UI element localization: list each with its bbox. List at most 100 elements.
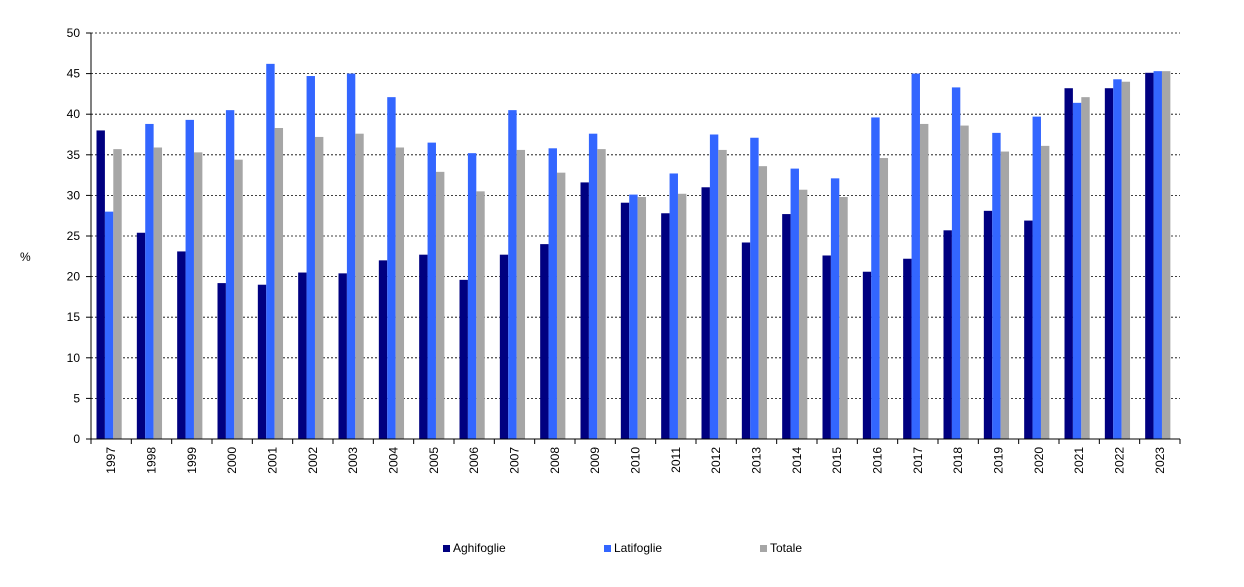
y-tick-label: 10	[67, 351, 81, 365]
bar-latifoglie-2009	[588, 133, 598, 440]
bar-latifoglie-2007	[508, 110, 517, 439]
bar-latifoglie-2014	[790, 168, 799, 439]
x-tick-label: 2017	[911, 447, 925, 474]
x-tick-label: 1998	[145, 447, 159, 474]
bar-latifoglie-2002	[306, 76, 315, 439]
bar-totale-2005	[435, 171, 445, 440]
bar-aghifoglie-1998	[136, 232, 146, 439]
bar-totale-1997	[113, 149, 122, 439]
bar-latifoglie-2012	[709, 134, 719, 439]
bar-totale-2018	[960, 125, 969, 440]
legend-label-aghifoglie: Aghifoglie	[453, 541, 506, 555]
legend-item-latifoglie: Latifoglie	[604, 541, 662, 555]
bar-aghifoglie-2014	[782, 214, 791, 439]
legend-label-latifoglie: Latifoglie	[614, 541, 663, 555]
x-tick-label: 2003	[346, 447, 360, 474]
x-tick-label: 2013	[750, 447, 764, 474]
bar-aghifoglie-2008	[540, 244, 549, 439]
x-tick-label: 2010	[629, 447, 643, 474]
x-tick-label: 1997	[104, 447, 118, 474]
legend-swatch-totale	[760, 544, 767, 552]
bar-totale-2022	[1121, 81, 1131, 439]
bar-totale-2001	[274, 128, 284, 439]
bar-latifoglie-1999	[185, 119, 194, 439]
bar-latifoglie-2000	[225, 110, 235, 439]
x-tick-label: 2015	[830, 447, 844, 474]
bar-latifoglie-2023	[1153, 71, 1162, 439]
bar-aghifoglie-2004	[378, 260, 388, 439]
bar-totale-2016	[879, 158, 889, 439]
y-tick-label: 0	[73, 432, 80, 446]
y-tick-label: 15	[67, 310, 81, 324]
bar-aghifoglie-2023	[1145, 72, 1154, 440]
bar-latifoglie-2011	[669, 173, 678, 439]
x-tick-label: 2002	[306, 447, 320, 474]
y-tick-labels: 0 5 10 15 20 25 30 35 40 45 50	[67, 26, 91, 446]
bar-aghifoglie-2020	[1024, 220, 1033, 439]
x-tick-labels: 1997 1998 1999 2000 2001 2002 2003 2004 2005 2006…	[90, 439, 1181, 474]
bar-latifoglie-2008	[548, 148, 557, 439]
y-axis-label: %	[20, 250, 31, 264]
bar-aghifoglie-2011	[661, 213, 670, 439]
x-tick-label: 2007	[508, 447, 522, 474]
legend-item-aghifoglie: Aghifoglie	[443, 541, 506, 555]
bar-aghifoglie-2002	[298, 272, 307, 439]
bar-totale-1998	[153, 147, 163, 439]
bar-latifoglie-2020	[1032, 116, 1041, 440]
bar-latifoglie-2001	[266, 63, 275, 440]
bar-aghifoglie-1999	[177, 251, 186, 439]
x-tick-label: 2001	[266, 447, 280, 474]
x-tick-label: 2019	[992, 447, 1006, 474]
bar-latifoglie-2018	[951, 87, 961, 440]
bar-totale-2012	[718, 149, 727, 440]
bar-totale-2011	[677, 193, 687, 439]
bar-totale-2014	[798, 189, 808, 439]
y-tick-label: 30	[67, 188, 81, 202]
y-tick-label: 25	[67, 229, 81, 243]
bar-totale-2017	[919, 123, 929, 439]
bar-aghifoglie-2006	[459, 279, 468, 439]
bar-totale-2013	[758, 166, 768, 439]
bar-aghifoglie-2021	[1064, 88, 1073, 439]
bar-latifoglie-2016	[871, 117, 880, 439]
bar-latifoglie-2003	[346, 73, 356, 439]
bar-totale-2003	[355, 133, 364, 440]
bar-aghifoglie-2007	[499, 254, 509, 439]
bar-totale-2010	[637, 197, 647, 439]
bar-totale-2008	[556, 172, 566, 439]
x-tick-label: 2014	[790, 447, 804, 474]
bar-aghifoglie-2017	[903, 258, 912, 439]
legend: Aghifoglie Latifoglie Totale	[0, 541, 1244, 557]
x-tick-label: 2022	[1113, 447, 1127, 474]
bar-latifoglie-2019	[992, 132, 1001, 439]
bar-totale-2015	[839, 197, 848, 439]
bar-aghifoglie-2005	[419, 254, 428, 439]
x-tick-label: 2004	[387, 447, 401, 474]
bar-latifoglie-1997	[104, 211, 114, 439]
bar-totale-2019	[1000, 151, 1010, 439]
y-tick-label: 35	[67, 148, 81, 162]
bar-aghifoglie-2015	[822, 255, 831, 439]
x-tick-label: 2009	[588, 447, 602, 474]
bar-aghifoglie-2013	[741, 242, 751, 439]
bar-latifoglie-2021	[1072, 102, 1082, 439]
bar-aghifoglie-2009	[580, 182, 589, 439]
bar-latifoglie-2006	[467, 153, 477, 439]
x-tick-label: 2006	[467, 447, 481, 474]
bar-totale-2021	[1081, 97, 1090, 439]
legend-swatch-latifoglie	[604, 544, 611, 552]
bar-aghifoglie-2019	[983, 210, 993, 439]
bar-totale-2020	[1040, 145, 1050, 440]
bar-totale-2004	[395, 147, 405, 439]
bar-latifoglie-1998	[145, 123, 154, 439]
bar-latifoglie-2015	[830, 178, 840, 439]
legend-swatch-aghifoglie	[443, 544, 450, 552]
bar-aghifoglie-2016	[862, 271, 872, 439]
bar-aghifoglie-1997	[96, 130, 105, 439]
x-tick-label: 2008	[548, 447, 562, 474]
x-tick-label: 1999	[185, 447, 199, 474]
bar-latifoglie-2010	[629, 194, 638, 439]
x-tick-label: 2018	[951, 447, 965, 474]
bar-totale-2023	[1161, 71, 1171, 439]
x-tick-label: 2021	[1072, 447, 1086, 474]
